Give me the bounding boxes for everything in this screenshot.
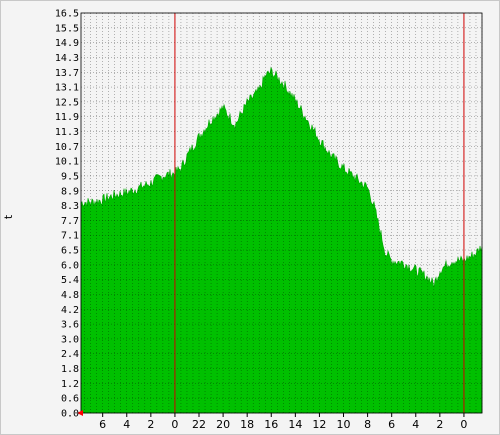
axis-layer: [77, 12, 483, 417]
y-tick-label: 14.3: [55, 53, 79, 64]
x-tick-label: 4: [412, 418, 419, 431]
y-tick-label: 11.9: [55, 112, 79, 123]
x-tick-label: 22: [192, 418, 206, 431]
y-tick-label: 1.2: [61, 379, 79, 390]
y-tick-label: 3.6: [61, 320, 79, 331]
y-tick-label: 0.6: [61, 394, 79, 405]
series-area-layer: [80, 66, 483, 414]
series-area-0: [80, 66, 483, 414]
y-tick-label: 5.4: [61, 275, 79, 286]
x-tick-label: 8: [364, 418, 371, 431]
y-tick-label: 10.7: [55, 142, 79, 153]
y-tick-label: 8.9: [61, 186, 79, 197]
y-tick-label: 7.7: [61, 216, 79, 227]
y-tick-label: 12.5: [55, 97, 79, 108]
y-tick-label: 10.1: [55, 157, 79, 168]
y-tick-label: 13.7: [55, 68, 79, 79]
y-tick-label: 15.5: [55, 23, 79, 34]
y-tick-label: 14.9: [55, 38, 79, 49]
x-tick-label: 16: [264, 418, 278, 431]
x-tick-labels: 6 4 2 0 22 20 18 16 14 12 10 8 6 4 2 0: [99, 418, 467, 431]
x-tick-label: 6: [99, 418, 106, 431]
x-tick-label: 0: [460, 418, 467, 431]
y-tick-label: 1.8: [61, 364, 79, 375]
x-tick-label: 20: [216, 418, 230, 431]
y-tick-label: 2.4: [61, 349, 79, 360]
y-tick-label: 9.5: [61, 171, 79, 182]
y-tick-label: 3.0: [61, 334, 79, 345]
y-tick-label: 13.1: [55, 83, 79, 94]
midnight-marker-layer: [174, 13, 465, 413]
x-tick-label: 6: [388, 418, 395, 431]
x-tick-label: 18: [240, 418, 254, 431]
y-tick-label: 6.5: [61, 246, 79, 257]
y-tick-labels: 0.0 0.6 1.2 1.8 2.4 3.0 3.6 4.2 4.8 5.4 6.0 6.5 7.1 7…: [55, 9, 79, 420]
y-axis-label: t: [2, 214, 15, 219]
x-tick-label: 2: [436, 418, 443, 431]
y-tick-label: 11.3: [55, 127, 79, 138]
x-tick-label: 14: [288, 418, 302, 431]
y-tick-label: 6.0: [61, 260, 79, 271]
x-tick-label: 0: [171, 418, 178, 431]
y-tick-label: 0.0: [61, 409, 79, 420]
plot-border: [80, 12, 483, 414]
y-tick-label: 7.1: [61, 231, 79, 242]
x-tick-label: 2: [147, 418, 154, 431]
y-tick-label: 4.2: [61, 305, 79, 316]
x-tick-label: 12: [312, 418, 326, 431]
y-tick-label: 4.8: [61, 290, 79, 301]
y-tick-label: 16.5: [55, 9, 79, 20]
y-tick-label: 8.3: [61, 201, 79, 212]
origin-arrow-icon: [77, 410, 83, 416]
x-tick-label: 10: [337, 418, 351, 431]
x-tick-label: 4: [123, 418, 130, 431]
